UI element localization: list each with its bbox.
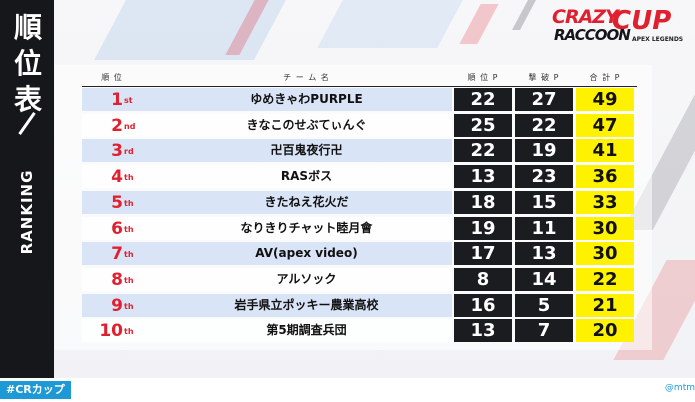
- total-points: 20: [576, 319, 634, 342]
- rank-number: 7: [111, 244, 123, 264]
- total-points: 33: [576, 191, 634, 214]
- rank-number: 1: [111, 90, 123, 110]
- sidebar: 順位表 RANKING: [0, 0, 54, 378]
- row-background: [82, 139, 452, 162]
- placement-points: 22: [454, 139, 512, 162]
- row-background: [82, 217, 452, 240]
- row-background: [82, 268, 452, 291]
- total-points: 30: [576, 242, 634, 265]
- kill-points: 19: [515, 139, 573, 162]
- placement-points: 13: [454, 165, 512, 188]
- kill-points: 14: [515, 268, 573, 291]
- team-name: ゆめきゃわPURPLE: [250, 92, 363, 106]
- kill-points: 23: [515, 165, 573, 188]
- header-kills: 撃 破 P: [528, 73, 560, 82]
- team-name: AV(apex video): [255, 246, 358, 260]
- team-name: なりきりチャット睦月會: [240, 221, 373, 235]
- rank-number: 9: [111, 296, 123, 316]
- rank-suffix: th: [124, 276, 134, 285]
- page-title: 順位表: [13, 11, 42, 116]
- row-background: [82, 88, 452, 111]
- total-points: 30: [576, 217, 634, 240]
- bottom-bar: [0, 378, 695, 402]
- team-name: 第5期調査兵団: [266, 323, 347, 337]
- crazy-raccoon-cup-logo: CRAZY CUP RACCOON APEX LEGENDS: [552, 6, 688, 48]
- logo-sub: APEX LEGENDS: [632, 36, 684, 43]
- placement-points: 22: [454, 88, 512, 111]
- team-name: アルソック: [276, 272, 337, 286]
- row-background: [82, 319, 452, 342]
- rank-suffix: rd: [124, 147, 134, 156]
- rank-number: 3: [111, 141, 123, 161]
- rank-suffix: th: [124, 327, 134, 336]
- header-total: 合 計 P: [589, 73, 621, 82]
- rank-suffix: st: [124, 96, 133, 105]
- rank-suffix: th: [124, 302, 134, 311]
- team-name: きたねえ花火だ: [264, 195, 349, 209]
- logo-line2: RACCOON: [554, 26, 631, 44]
- placement-points: 16: [454, 294, 512, 317]
- row-background: [82, 191, 452, 214]
- team-name: RASボス: [280, 169, 333, 183]
- kill-points: 11: [515, 217, 573, 240]
- team-name: きなこのせぶてぃんぐ: [246, 118, 367, 132]
- rank-number: 10: [99, 321, 123, 341]
- page-subtitle: RANKING: [18, 169, 36, 255]
- header-placement: 順 位 P: [467, 73, 499, 82]
- rank-number: 8: [111, 270, 123, 290]
- kill-points: 15: [515, 191, 573, 214]
- row-background: [82, 114, 452, 137]
- rank-suffix: th: [124, 199, 134, 208]
- kill-points: 13: [515, 242, 573, 265]
- kill-points: 27: [515, 88, 573, 111]
- rank-suffix: nd: [124, 122, 136, 131]
- total-points: 47: [576, 114, 634, 137]
- placement-points: 8: [454, 268, 512, 291]
- kill-points: 7: [515, 319, 573, 342]
- header-divider: [82, 86, 637, 87]
- row-background: [82, 242, 452, 265]
- rank-number: 5: [111, 193, 123, 213]
- total-points: 41: [576, 139, 634, 162]
- rank-number: 6: [111, 219, 123, 239]
- total-points: 36: [576, 165, 634, 188]
- logo-line3: CUP: [612, 6, 672, 36]
- team-name: 岩手県立ポッキー農業高校: [234, 298, 379, 312]
- row-background: [82, 165, 452, 188]
- kill-points: 22: [515, 114, 573, 137]
- logo-line1: CRAZY: [552, 6, 619, 28]
- total-points: 21: [576, 294, 634, 317]
- placement-points: 13: [454, 319, 512, 342]
- row-background: [82, 294, 452, 317]
- total-points: 49: [576, 88, 634, 111]
- rank-suffix: th: [124, 250, 134, 259]
- rank-number: 4: [111, 167, 123, 187]
- placement-points: 25: [454, 114, 512, 137]
- rank-suffix: th: [124, 225, 134, 234]
- hashtag-badge: #CRカップ: [0, 381, 71, 399]
- placement-points: 17: [454, 242, 512, 265]
- credit-text: @mtm: [664, 383, 695, 393]
- rank-number: 2: [111, 116, 123, 136]
- rank-suffix: th: [124, 173, 134, 182]
- placement-points: 19: [454, 217, 512, 240]
- header-team: チ ー ム 名: [283, 73, 330, 82]
- kill-points: 5: [515, 294, 573, 317]
- header-rank: 順 位: [101, 73, 123, 82]
- team-name: 卍百鬼夜行卍: [270, 143, 343, 157]
- total-points: 22: [576, 268, 634, 291]
- placement-points: 18: [454, 191, 512, 214]
